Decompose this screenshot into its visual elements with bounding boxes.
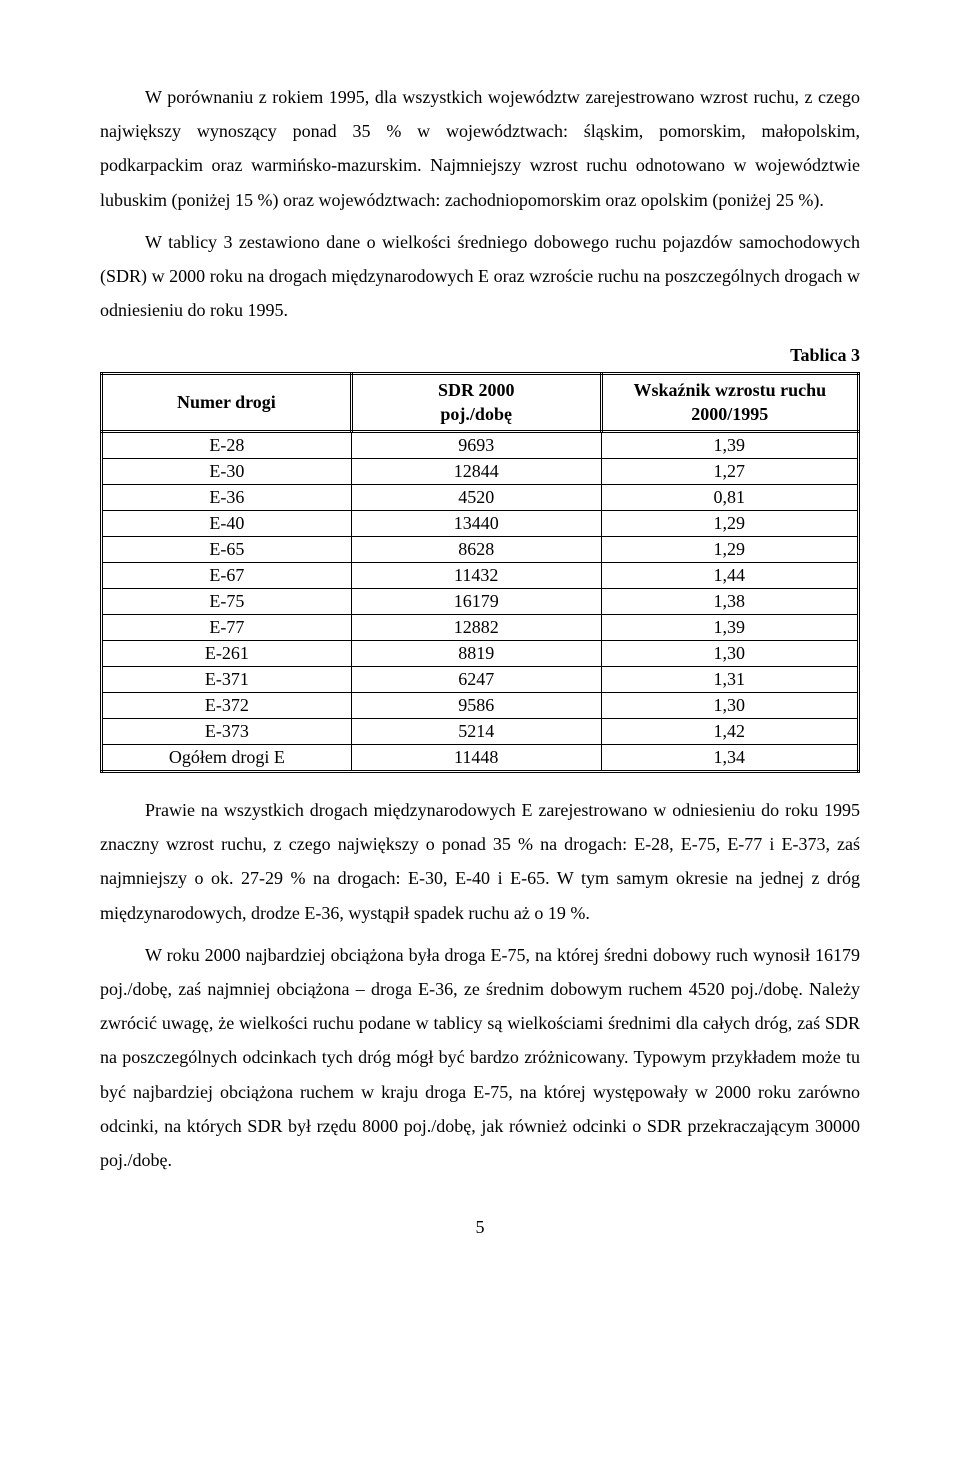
table-header-cell: Wskaźnik wzrostu ruchu2000/1995 — [601, 374, 858, 432]
table-cell: E-372 — [102, 693, 352, 719]
table-cell: 13440 — [351, 511, 601, 537]
table-cell: 1,38 — [601, 589, 858, 615]
table-header-row: Numer drogi SDR 2000poj./dobę Wskaźnik w… — [102, 374, 859, 432]
table-cell: E-261 — [102, 641, 352, 667]
table-cell: E-28 — [102, 432, 352, 459]
table-row: E-75161791,38 — [102, 589, 859, 615]
table-cell: 1,29 — [601, 537, 858, 563]
table-cell: 1,39 — [601, 615, 858, 641]
table-cell: E-373 — [102, 719, 352, 745]
table-cell: 5214 — [351, 719, 601, 745]
table-cell: 1,44 — [601, 563, 858, 589]
table-cell: 1,30 — [601, 641, 858, 667]
table-header-cell: Numer drogi — [102, 374, 352, 432]
paragraph-4: W roku 2000 najbardziej obciążona była d… — [100, 938, 860, 1177]
table-row: E-37295861,30 — [102, 693, 859, 719]
table-cell: 1,42 — [601, 719, 858, 745]
table-row: E-26188191,30 — [102, 641, 859, 667]
table-cell: E-77 — [102, 615, 352, 641]
table-cell: 6247 — [351, 667, 601, 693]
table-row: E-40134401,29 — [102, 511, 859, 537]
paragraph-1: W porównaniu z rokiem 1995, dla wszystki… — [100, 80, 860, 217]
table-row: Ogółem drogi E114481,34 — [102, 745, 859, 772]
document-page: W porównaniu z rokiem 1995, dla wszystki… — [0, 0, 960, 1298]
table-cell: 4520 — [351, 485, 601, 511]
table-cell: 0,81 — [601, 485, 858, 511]
table-row: E-67114321,44 — [102, 563, 859, 589]
table-cell: 1,30 — [601, 693, 858, 719]
table-cell: E-40 — [102, 511, 352, 537]
paragraph-2: W tablicy 3 zestawiono dane o wielkości … — [100, 225, 860, 328]
table-cell: 11432 — [351, 563, 601, 589]
table-cell: Ogółem drogi E — [102, 745, 352, 772]
data-table: Numer drogi SDR 2000poj./dobę Wskaźnik w… — [100, 372, 860, 773]
table-cell: E-371 — [102, 667, 352, 693]
table-cell: E-65 — [102, 537, 352, 563]
table-row: E-37162471,31 — [102, 667, 859, 693]
table-cell: 12882 — [351, 615, 601, 641]
table-cell: 9586 — [351, 693, 601, 719]
paragraph-3: Prawie na wszystkich drogach międzynarod… — [100, 793, 860, 930]
table-cell: E-67 — [102, 563, 352, 589]
table-cell: 1,31 — [601, 667, 858, 693]
table-cell: 1,34 — [601, 745, 858, 772]
table-row: E-3645200,81 — [102, 485, 859, 511]
table-cell: 8628 — [351, 537, 601, 563]
table-row: E-77128821,39 — [102, 615, 859, 641]
table-cell: E-75 — [102, 589, 352, 615]
table-cell: 9693 — [351, 432, 601, 459]
table-cell: 12844 — [351, 459, 601, 485]
table-cell: 11448 — [351, 745, 601, 772]
table-cell: 1,29 — [601, 511, 858, 537]
page-number: 5 — [100, 1217, 860, 1238]
table-cell: 8819 — [351, 641, 601, 667]
table-row: E-2896931,39 — [102, 432, 859, 459]
table-label: Tablica 3 — [100, 345, 860, 366]
table-cell: 1,39 — [601, 432, 858, 459]
table-cell: 16179 — [351, 589, 601, 615]
table-cell: 1,27 — [601, 459, 858, 485]
table-header-cell: SDR 2000poj./dobę — [351, 374, 601, 432]
table-row: E-37352141,42 — [102, 719, 859, 745]
table-cell: E-36 — [102, 485, 352, 511]
table-row: E-6586281,29 — [102, 537, 859, 563]
table-cell: E-30 — [102, 459, 352, 485]
table-row: E-30128441,27 — [102, 459, 859, 485]
